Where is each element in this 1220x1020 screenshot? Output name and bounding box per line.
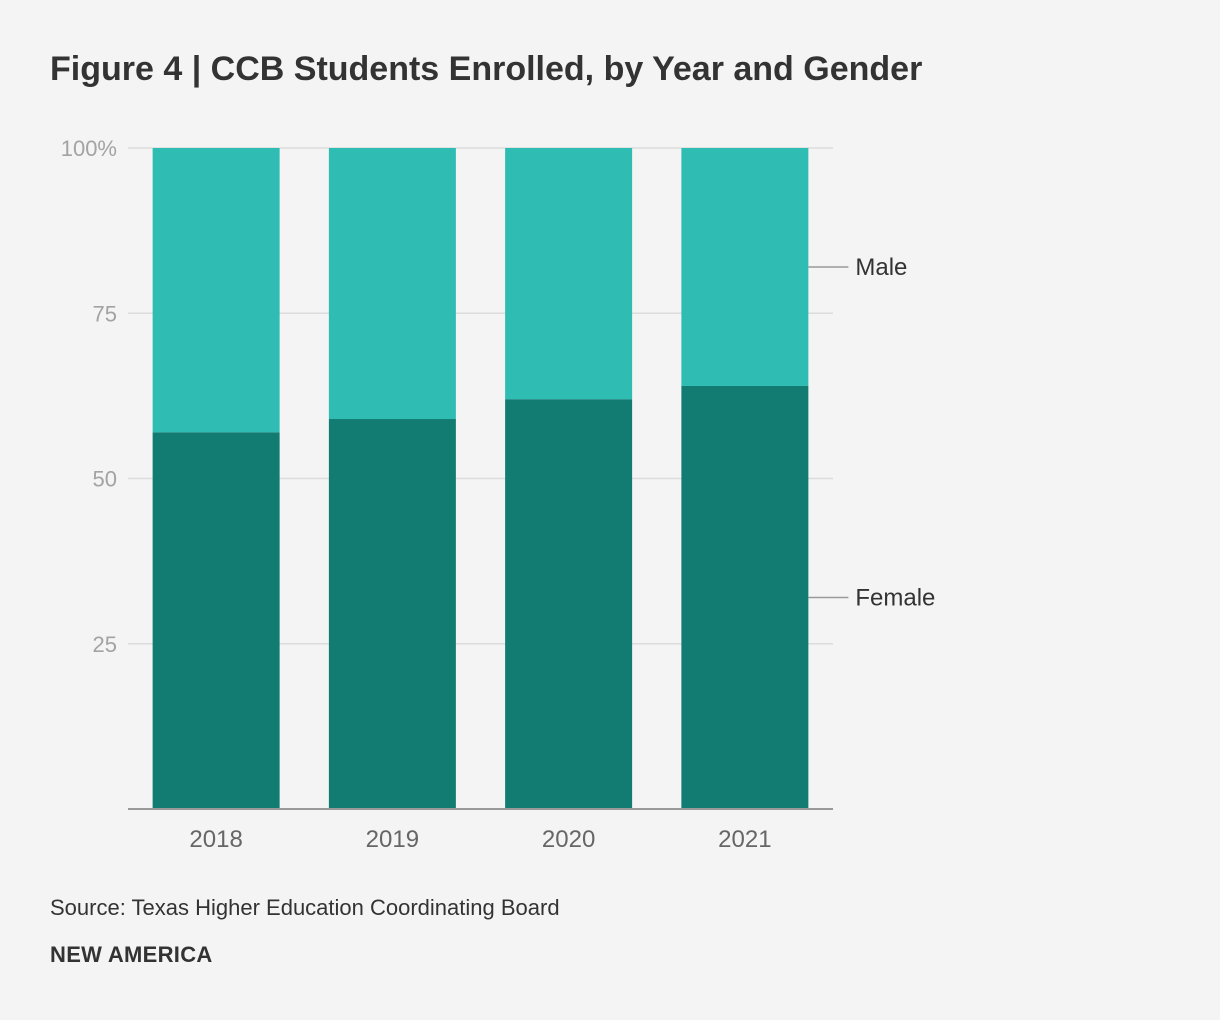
y-tick-label-75: 75 (93, 301, 117, 326)
bar-female-2020 (505, 399, 633, 809)
brand-logo-text: NEW AMERICA (50, 942, 213, 967)
x-tick-label-2021: 2021 (718, 826, 771, 853)
legend-label-male: Male (855, 254, 907, 281)
chart-title: Figure 4 | CCB Students Enrolled, by Yea… (50, 50, 923, 88)
y-tick-label-100: 100% (61, 136, 117, 161)
x-tick-label-2019: 2019 (366, 826, 419, 853)
source-note: Source: Texas Higher Education Coordinat… (50, 895, 560, 920)
bar-male-2021 (681, 148, 809, 386)
bar-female-2021 (681, 385, 809, 809)
bar-female-2019 (328, 419, 456, 809)
x-tick-label-2020: 2020 (542, 826, 595, 853)
stacked-bar-chart: 25 50 75 100% 2018 2019 2020 2021 Female Male (61, 136, 936, 853)
x-tick-label-2018: 2018 (189, 826, 242, 853)
y-tick-label-25: 25 (93, 632, 117, 657)
bar-male-2020 (505, 148, 633, 400)
bar-male-2019 (328, 148, 456, 420)
legend-label-female: Female (855, 584, 935, 611)
bar-female-2018 (152, 432, 280, 809)
y-tick-label-50: 50 (93, 467, 117, 492)
bar-male-2018 (152, 148, 280, 433)
